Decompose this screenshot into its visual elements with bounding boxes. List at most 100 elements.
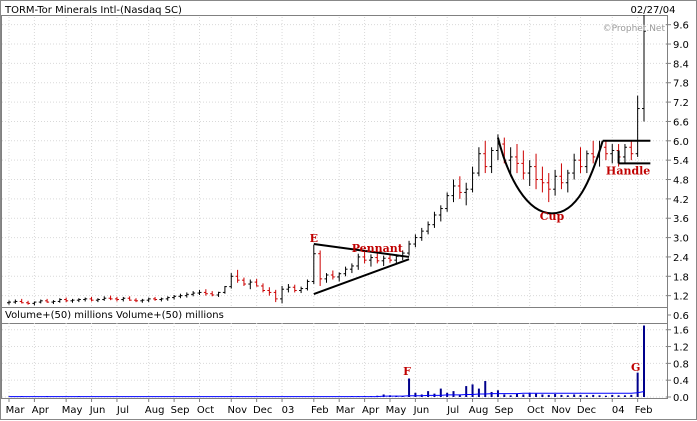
volume-grid bbox=[2, 323, 667, 398]
ohlc-bar bbox=[184, 292, 189, 298]
ohlc-bar bbox=[102, 296, 107, 301]
price-panel: E Pennant Cup Handle 0.6 1.2 1.8 2.4 3.0 3.6 4.2 4… bbox=[1, 5, 689, 324]
ohlc-bar bbox=[57, 298, 62, 303]
price-grid bbox=[2, 17, 667, 316]
ohlc-bar bbox=[470, 166, 475, 193]
x-tick-label: Sep bbox=[495, 405, 514, 416]
volume-tick-label: 0.8 bbox=[673, 359, 689, 370]
x-axis: Mar Apr May Jun Jul Aug Sep Oct Nov Dec 03 Feb Mar Ap… bbox=[6, 398, 653, 416]
volume-panel: Volume+(50) millions Volume+(50) million… bbox=[1, 307, 689, 404]
x-tick-label: Aug bbox=[469, 405, 489, 416]
ohlc-bar bbox=[248, 279, 253, 290]
ohlc-bar bbox=[330, 270, 335, 280]
volume-title-repeat: Volume+(50) millions bbox=[116, 310, 224, 321]
price-annotations: E Pennant Cup Handle bbox=[310, 165, 651, 255]
x-tick-label: Nov bbox=[227, 405, 247, 416]
ohlc-bar bbox=[438, 205, 443, 222]
ohlc-bar bbox=[375, 253, 380, 264]
ohlc-bar bbox=[299, 286, 304, 294]
volume-bars bbox=[8, 325, 645, 397]
ohlc-bar bbox=[210, 291, 215, 297]
x-tick-label: Jun bbox=[89, 405, 106, 416]
ohlc-bar bbox=[515, 144, 519, 174]
ohlc-bar bbox=[146, 297, 151, 303]
price-tick-label: 1.8 bbox=[673, 272, 689, 283]
ohlc-bar bbox=[241, 277, 246, 286]
annotation-e: E bbox=[310, 232, 318, 245]
x-tick-label: Apr bbox=[362, 405, 380, 416]
volume-tick-label: 0.4 bbox=[673, 376, 689, 387]
ohlc-bar bbox=[159, 297, 164, 302]
annotation-pennant: Pennant bbox=[352, 242, 404, 255]
chart-title: TORM-Tor Minerals Intl-(Nasdaq SC) bbox=[4, 5, 182, 16]
x-tick-label: Apr bbox=[32, 405, 50, 416]
volume-average-line bbox=[9, 391, 645, 398]
x-tick-label: 03 bbox=[282, 405, 295, 416]
ohlc-bar bbox=[203, 289, 208, 296]
price-tick-label: 4.2 bbox=[673, 195, 689, 206]
pattern-lines bbox=[313, 137, 651, 295]
ohlc-bar bbox=[7, 300, 11, 305]
volume-tick-label: 1.2 bbox=[673, 343, 689, 354]
annotation-handle: Handle bbox=[606, 165, 650, 178]
price-y-ticks: 0.6 1.2 1.8 2.4 3.0 3.6 4.2 4.8 5.4 6.0 6.6 7.2 7.8 8… bbox=[666, 21, 689, 322]
x-tick-label: Mar bbox=[336, 405, 356, 416]
pennant-lower-line bbox=[313, 258, 410, 295]
ohlc-bar bbox=[305, 279, 310, 291]
price-tick-label: 5.4 bbox=[673, 156, 689, 167]
ohlc-bar bbox=[280, 285, 285, 304]
ohlc-bar bbox=[337, 272, 342, 282]
ohlc-bar bbox=[349, 263, 354, 274]
ohlc-bar bbox=[235, 269, 240, 283]
ohlc-bar bbox=[191, 291, 196, 297]
ohlc-bar bbox=[32, 301, 37, 306]
ohlc-bar bbox=[38, 299, 43, 304]
price-tick-label: 7.8 bbox=[673, 79, 689, 90]
ohlc-bar bbox=[540, 166, 545, 193]
volume-tick-label: 1.6 bbox=[673, 326, 689, 337]
ohlc-bar bbox=[114, 296, 119, 302]
x-tick-label: Aug bbox=[145, 405, 165, 416]
volume-title: Volume+(50) millions bbox=[5, 310, 113, 321]
ohlc-bar bbox=[134, 298, 138, 303]
ohlc-bar bbox=[261, 283, 265, 293]
x-tick-label: Feb bbox=[635, 405, 653, 416]
ohlc-bar bbox=[356, 253, 361, 270]
ohlc-bar bbox=[476, 147, 481, 177]
ohlc-bar bbox=[292, 284, 297, 293]
ohlc-bar bbox=[432, 211, 437, 228]
annotation-cup: Cup bbox=[540, 210, 565, 223]
x-tick-label: May bbox=[386, 405, 407, 416]
volume-average bbox=[9, 391, 645, 398]
ohlc-bar bbox=[622, 144, 627, 164]
x-tick-label: Jul bbox=[446, 405, 459, 416]
ohlc-bar bbox=[527, 160, 532, 186]
cup-curve bbox=[496, 137, 604, 215]
x-tick-label: Mar bbox=[6, 405, 26, 416]
ohlc-bar bbox=[635, 95, 640, 157]
price-tick-label: 3.6 bbox=[673, 214, 689, 225]
x-tick-label: Dec bbox=[253, 405, 272, 416]
ohlc-bar bbox=[368, 254, 373, 267]
ohlc-bar bbox=[483, 140, 488, 174]
volume-tick-label: 0.0 bbox=[673, 393, 689, 404]
price-tick-label: 6.6 bbox=[673, 117, 689, 128]
price-tick-label: 9.6 bbox=[673, 21, 689, 32]
price-tick-label: 7.2 bbox=[673, 98, 689, 109]
ohlc-bar bbox=[311, 244, 316, 285]
ohlc-bar bbox=[64, 297, 69, 303]
price-tick-label: 4.8 bbox=[673, 176, 689, 187]
annotation-g: G bbox=[631, 361, 640, 374]
x-tick-label: 04 bbox=[612, 405, 625, 416]
ohlc-bar bbox=[222, 285, 227, 294]
ohlc-bar bbox=[13, 299, 18, 304]
ohlc-bar bbox=[76, 298, 81, 303]
ohlc-bar bbox=[572, 153, 577, 180]
ohlc-bar bbox=[216, 291, 221, 297]
price-tick-label: 1.2 bbox=[673, 292, 689, 303]
ohlc-bar bbox=[343, 266, 348, 277]
ohlc-bar bbox=[140, 298, 145, 303]
